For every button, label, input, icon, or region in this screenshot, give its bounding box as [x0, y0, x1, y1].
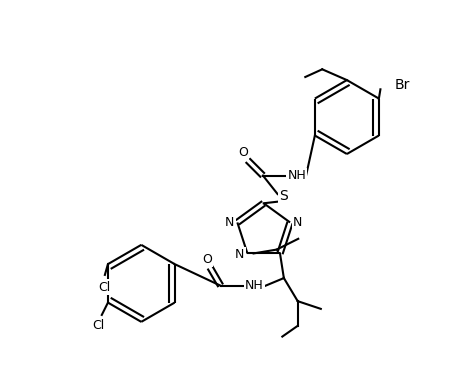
Text: N: N: [225, 216, 234, 229]
Text: S: S: [279, 189, 288, 203]
Text: N: N: [235, 248, 244, 261]
Text: Br: Br: [394, 78, 410, 92]
Text: NH: NH: [287, 169, 306, 182]
Text: NH: NH: [245, 279, 264, 292]
Text: O: O: [238, 146, 248, 159]
Text: Cl: Cl: [92, 319, 105, 332]
Text: O: O: [202, 253, 212, 266]
Text: Cl: Cl: [99, 281, 111, 294]
Text: N: N: [293, 216, 302, 229]
